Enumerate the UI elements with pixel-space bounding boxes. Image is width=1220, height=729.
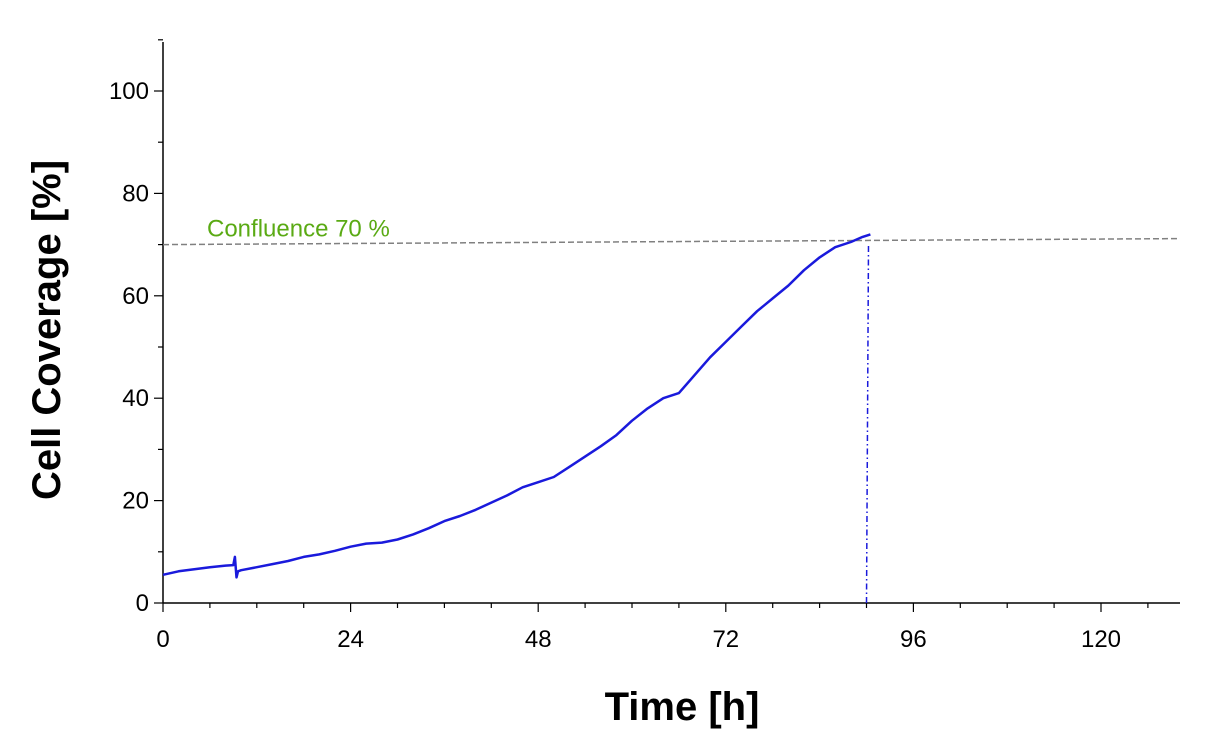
y-tick-label: 0 (136, 590, 149, 617)
confluence-time-marker (865, 244, 870, 604)
y-tick-label: 20 (122, 488, 149, 515)
x-tick-label: 24 (337, 626, 364, 653)
y-tick-label: 100 (109, 78, 149, 105)
x-tick-label: 72 (712, 626, 739, 653)
major-ticks (154, 90, 1102, 612)
y-tick-label: 40 (122, 385, 149, 412)
confluence-annotation: Confluence 70 % (207, 216, 390, 243)
y-axis-title: Cell Coverage [%] (25, 160, 69, 500)
x-tick-label: 0 (156, 626, 169, 653)
x-tick-labels: 0 24 48 72 96 120 (156, 626, 1121, 653)
y-tick-labels: 0 20 40 60 80 100 (109, 78, 149, 617)
x-tick-label: 120 (1081, 626, 1121, 653)
y-tick-label: 80 (122, 180, 149, 207)
series-line-cell-coverage (162, 233, 871, 579)
confluence-reference-line (162, 237, 1181, 246)
minor-ticks (158, 39, 1149, 608)
x-axis-title: Time [h] (605, 685, 760, 729)
y-tick-label: 60 (122, 283, 149, 310)
x-tick-label: 48 (525, 626, 552, 653)
x-tick-label: 96 (900, 626, 927, 653)
